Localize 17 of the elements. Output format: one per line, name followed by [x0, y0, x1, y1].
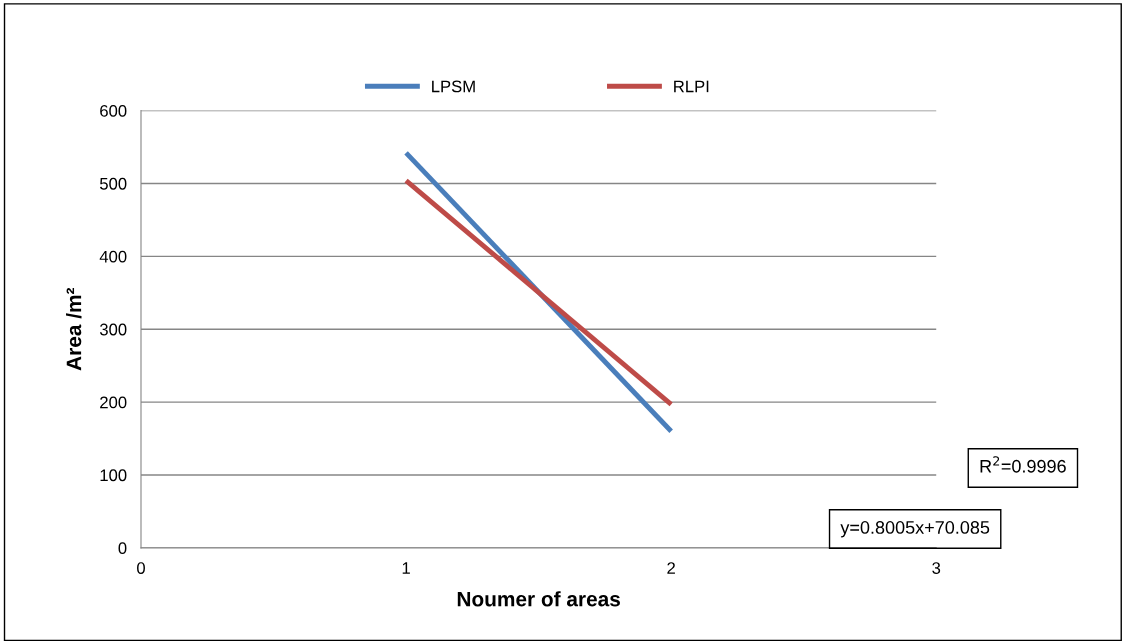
legend-label: LPSM: [432, 80, 475, 93]
y-tick-label: 0: [118, 542, 127, 555]
annotation: y=0.8005x+70.085: [840, 521, 990, 538]
legend-label: RLPI: [674, 80, 709, 93]
x-tick-label: 3: [932, 562, 941, 574]
text: R$^{2}$=0.9996: [980, 456, 1066, 473]
x-tick-label: 1: [402, 562, 410, 574]
y-tick-label: 400: [99, 250, 127, 263]
y-axis-title: Area /m²: [66, 287, 82, 371]
y-tick-label: 100: [100, 469, 127, 482]
y-tick-label: 500: [99, 177, 127, 190]
x-axis-title: Noumer of areas: [457, 591, 620, 607]
x-tick-label: 2: [667, 562, 675, 574]
y-tick-label: 600: [100, 105, 127, 117]
y-tick-label: 300: [99, 323, 127, 336]
y-tick-label: 200: [100, 396, 127, 409]
x-tick-label: 0: [137, 562, 145, 574]
